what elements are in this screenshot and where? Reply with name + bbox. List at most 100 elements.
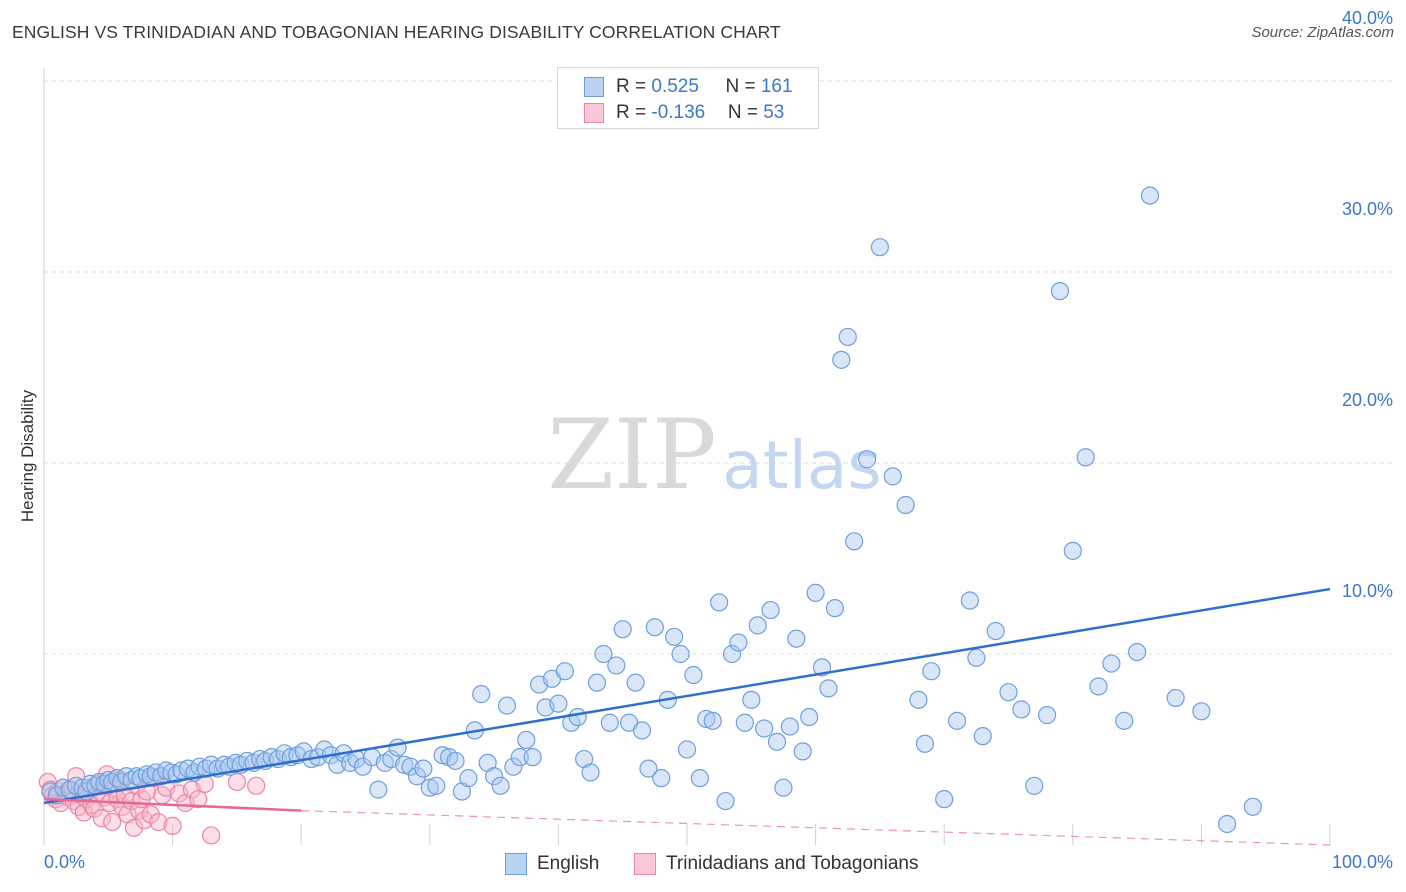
english-point: [896, 495, 915, 515]
english-point: [1025, 776, 1044, 795]
gridlines: [43, 68, 1392, 845]
english-point: [414, 759, 433, 778]
english-point: [703, 711, 722, 730]
english-point: [446, 751, 465, 771]
legend-n-label: N =: [727, 102, 764, 123]
english-point: [1115, 711, 1134, 730]
english-point: [645, 618, 664, 637]
correlation-legend: R = 0.525 N = 161 R = -0.136 N = 53: [557, 67, 819, 129]
english-point: [190, 757, 209, 776]
english-point: [485, 767, 504, 786]
legend-r-value-trinidadian: -0.136: [651, 102, 706, 123]
english-point: [883, 467, 902, 486]
english-point: [967, 648, 986, 667]
english-point: [716, 791, 735, 811]
english-point: [1089, 677, 1108, 696]
english-point: [1012, 700, 1031, 719]
english-point: [832, 350, 851, 369]
english-point: [1127, 642, 1147, 662]
bottom-swatch-trinidadian: [634, 853, 656, 875]
english-point: [960, 591, 980, 610]
english-point: [677, 740, 697, 759]
english-point: [665, 627, 684, 646]
english-point: [407, 767, 427, 786]
english-point: [613, 620, 632, 639]
english-point: [639, 759, 658, 778]
english-point: [755, 719, 774, 738]
english-point: [787, 629, 806, 648]
english-point: [819, 679, 838, 698]
english-point: [690, 769, 709, 788]
english-point: [1076, 448, 1095, 467]
english-point: [684, 665, 703, 685]
y-tick-label: 40.0%: [1341, 8, 1393, 28]
english-point: [420, 778, 439, 797]
english-point: [735, 713, 754, 732]
legend-r-label: R =: [616, 102, 652, 123]
english-point: [581, 763, 600, 782]
y-tick-label: 10.0%: [1341, 581, 1393, 601]
trinidadian-points: [38, 765, 266, 845]
english-point: [594, 644, 613, 664]
english-point: [915, 734, 935, 753]
english-point: [774, 778, 793, 797]
english-point: [491, 776, 510, 795]
english-point: [748, 616, 767, 635]
trinidadian-point: [202, 826, 221, 845]
english-point: [369, 780, 388, 799]
trinidadian-point: [103, 812, 122, 832]
english-point: [999, 683, 1018, 702]
english-trendline: [43, 587, 1331, 805]
english-point: [986, 621, 1005, 641]
legend-swatch-english: [584, 77, 604, 97]
y-tick-label: 30.0%: [1341, 199, 1393, 219]
english-point: [459, 769, 478, 788]
english-point: [504, 757, 523, 776]
watermark-atlas: atlas: [722, 427, 882, 504]
legend-n-value-trinidadian: 53: [763, 102, 785, 123]
english-point: [793, 742, 812, 761]
bottom-legend-label-english: English: [537, 853, 600, 874]
english-point: [947, 711, 967, 730]
english-point: [549, 694, 568, 713]
english-point: [1243, 797, 1262, 816]
english-point: [935, 790, 954, 809]
source-label: Source: ZipAtlas.com: [1251, 24, 1394, 41]
bottom-swatch-english: [505, 853, 527, 875]
bottom-legend-label-trinidadian: Trinidadians and Tobagonians: [666, 853, 919, 874]
trinidadian-point: [141, 805, 160, 824]
english-point: [388, 738, 407, 757]
english-point: [671, 644, 690, 664]
watermark: ZIP atlas: [547, 399, 881, 511]
trinidadian-point: [130, 801, 149, 820]
english-point: [742, 690, 761, 709]
english-point: [626, 673, 645, 692]
english-point: [922, 662, 941, 681]
english-point: [800, 707, 819, 727]
trinidadian-trendline: [43, 797, 302, 812]
english-point: [870, 238, 890, 257]
english-point: [652, 769, 671, 788]
english-point: [1218, 814, 1237, 834]
legend-swatch-trinidadian: [584, 103, 604, 123]
legend-n-label: N =: [725, 76, 761, 97]
trinidadian-point: [163, 816, 182, 836]
english-point: [632, 721, 652, 740]
english-point: [472, 685, 491, 704]
legend-r-label: R =: [616, 76, 652, 97]
y-tick-label: 20.0%: [1341, 390, 1393, 410]
trinidadian-point: [227, 772, 246, 792]
english-point: [1050, 282, 1070, 301]
watermark-zip: ZIP: [547, 399, 716, 511]
english-point: [67, 776, 86, 795]
english-point: [510, 748, 529, 767]
english-point: [568, 707, 587, 727]
english-point: [838, 327, 857, 347]
trinidadian-point: [92, 809, 111, 828]
english-point: [857, 450, 877, 469]
english-point: [780, 717, 799, 736]
legend-r-value-english: 0.525: [651, 76, 699, 97]
english-point: [1166, 688, 1185, 708]
trinidadian-point: [247, 776, 266, 795]
